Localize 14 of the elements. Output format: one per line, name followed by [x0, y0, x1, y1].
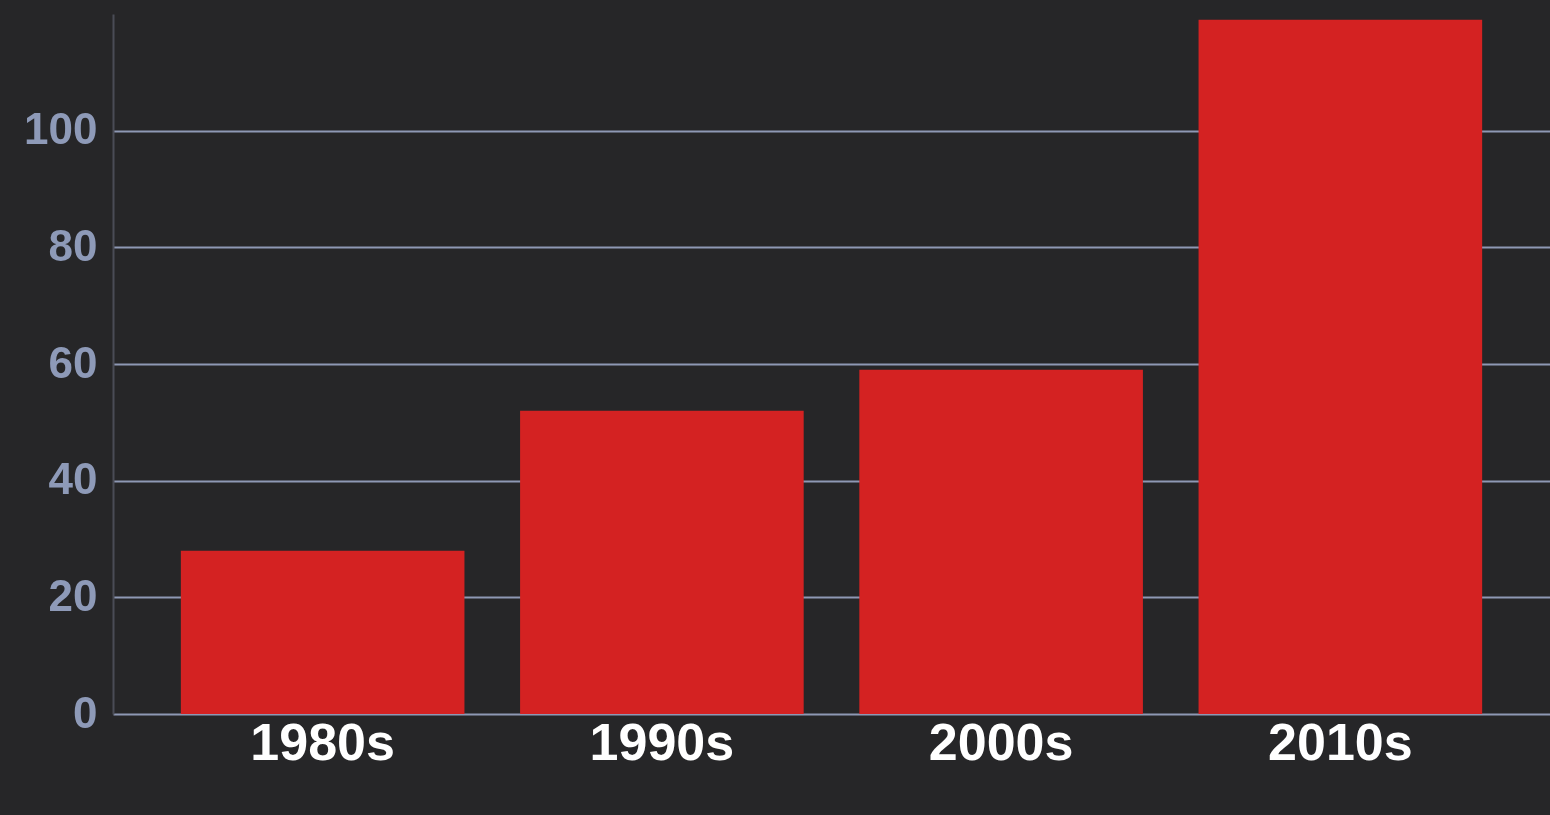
bar	[1198, 19, 1483, 714]
bar	[520, 410, 804, 714]
bar	[859, 369, 1143, 714]
x-tick-label: 1990s	[589, 712, 735, 771]
y-tick-label: 80	[48, 220, 98, 270]
y-tick-label: 100	[24, 104, 98, 154]
y-tick-label: 0	[73, 687, 98, 737]
y-tick-label: 20	[48, 570, 98, 620]
x-tick-label: 2000s	[928, 712, 1074, 771]
x-tick-label: 2010s	[1268, 712, 1413, 771]
bar	[180, 550, 465, 714]
y-tick-label: 40	[48, 454, 98, 504]
x-tick-label: 1980s	[250, 712, 395, 771]
y-tick-label: 60	[48, 337, 98, 387]
